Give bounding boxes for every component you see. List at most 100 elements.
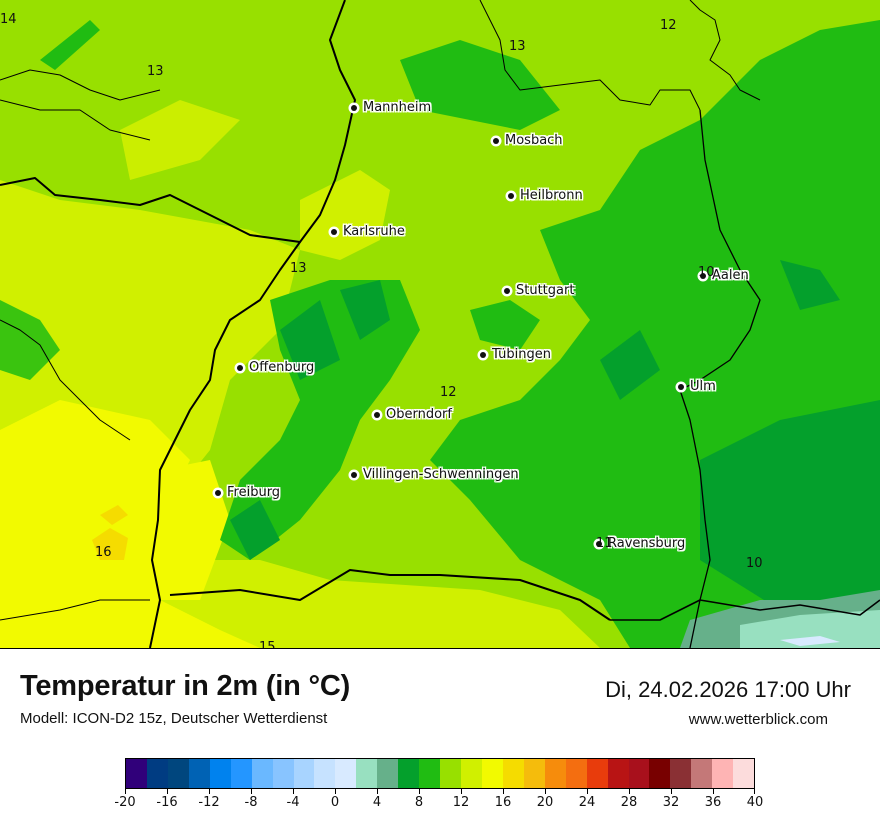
city-name: Ravensburg (608, 536, 686, 551)
city-marker: Ravensburg (596, 536, 685, 551)
city-name: Heilbronn (520, 188, 583, 203)
colorbar-segment (565, 759, 587, 788)
city-marker: Heilbronn (508, 188, 583, 203)
colorbar-segment (314, 759, 336, 788)
colorbar-segment (230, 759, 252, 788)
map-title: Temperatur in 2m (in °C) (20, 670, 351, 702)
contour-label: 14 (0, 12, 17, 27)
city-name: Tübingen (492, 347, 551, 362)
tick-label: -20 (114, 795, 136, 810)
city-dot-icon (596, 540, 602, 547)
colorbar-segment (607, 759, 629, 788)
contour-label: 13 (290, 261, 307, 276)
city-marker: Stuttgart (504, 283, 574, 298)
tick-label: -8 (244, 795, 258, 810)
colorbar-segment (293, 759, 315, 788)
colorbar-segment (335, 759, 357, 788)
tick-mark (251, 789, 252, 794)
city-dot-icon (331, 228, 337, 235)
tick-mark (503, 789, 504, 794)
tick-mark (629, 789, 630, 794)
city-dot-icon (351, 104, 357, 111)
city-dot-icon (374, 411, 380, 418)
colorbar-segment (167, 759, 189, 788)
city-name: Mosbach (505, 133, 563, 148)
tick-mark (671, 789, 672, 794)
colorbar-segment (712, 759, 734, 788)
tick-label: 20 (536, 795, 554, 810)
tick-mark (461, 789, 462, 794)
colorbar-segment (209, 759, 231, 788)
website-link[interactable]: www.wetterblick.com (688, 711, 828, 728)
model-source: Modell: ICON-D2 15z, Deutscher Wetterdie… (20, 710, 328, 727)
contour-label: 11 (596, 536, 613, 551)
colorbar-segment (440, 759, 461, 788)
colorbar-segment (691, 759, 713, 788)
city-name: Stuttgart (516, 283, 575, 298)
colorbar-segment (544, 759, 566, 788)
city-dot-icon (508, 192, 514, 199)
city-marker: Oberndorf (374, 407, 452, 422)
contour-label: 13 (147, 64, 164, 79)
colorbar-segment (586, 759, 608, 788)
colorbar-segment (523, 759, 545, 788)
city-name: Mannheim (363, 100, 432, 115)
tick-label: 12 (452, 795, 470, 810)
contour-label: 15 (259, 640, 276, 649)
tick-label: 4 (372, 795, 382, 810)
colorbar-segment (419, 759, 441, 788)
tick-label: 28 (620, 795, 638, 810)
tick-label: 32 (662, 795, 680, 810)
contour-label: 10 (746, 556, 763, 571)
city-dot-icon (493, 137, 499, 144)
colorbar-segment (481, 759, 503, 788)
colorbar-segment (251, 759, 273, 788)
tick-label: -4 (286, 795, 300, 810)
tick-label: 8 (414, 795, 424, 810)
temperature-colorbar (125, 758, 755, 789)
city-dot-icon (678, 383, 684, 390)
temperature-map: Mannheim Mosbach Heilbronn Karlsruhe Aalen St… (0, 0, 880, 649)
colorbar-segment (628, 759, 650, 788)
tick-mark (209, 789, 210, 794)
contour-label: 12 (440, 385, 457, 400)
colorbar-segment (502, 759, 524, 788)
city-marker: Tübingen (480, 347, 551, 362)
tick-label: -16 (156, 795, 178, 810)
city-dot-icon (351, 471, 357, 478)
city-name: Ulm (690, 379, 716, 394)
colorbar-segment (377, 759, 399, 788)
tick-mark (335, 789, 336, 794)
contour-label: 16 (95, 545, 112, 560)
tick-label: 40 (746, 795, 764, 810)
city-name: Offenburg (249, 360, 315, 375)
city-marker: Aalen (700, 268, 749, 283)
tick-label: 36 (704, 795, 722, 810)
city-name: Freiburg (227, 485, 281, 500)
tick-label: 0 (330, 795, 340, 810)
tick-mark (167, 789, 168, 794)
forecast-datetime: Di, 24.02.2026 17:00 Uhr (605, 677, 851, 702)
city-dot-icon (237, 364, 243, 371)
tick-mark (377, 789, 378, 794)
city-marker: Mosbach (493, 133, 563, 148)
city-dot-icon (700, 272, 706, 279)
colorbar-segment (461, 759, 482, 788)
tick-mark (713, 789, 714, 794)
city-name: Oberndorf (386, 407, 452, 422)
tick-mark (293, 789, 294, 794)
city-dot-icon (215, 489, 221, 496)
contour-label: 12 (660, 18, 677, 33)
city-marker: Offenburg (237, 360, 314, 375)
city-marker: Mannheim (351, 100, 431, 115)
colorbar-segment (398, 759, 420, 788)
city-name: Karlsruhe (343, 224, 405, 239)
city-marker: Villingen-Schwenningen (351, 467, 519, 482)
tick-mark (125, 789, 126, 794)
colorbar-ticks: -20 -16 -12 -8 -4 0 4 8 12 16 20 24 28 32 36 40 (114, 789, 763, 819)
city-marker: Karlsruhe (331, 224, 405, 239)
city-marker: Freiburg (215, 485, 280, 500)
colorbar-segment (188, 759, 210, 788)
colorbar-segment (356, 759, 378, 788)
city-dot-icon (504, 287, 510, 294)
